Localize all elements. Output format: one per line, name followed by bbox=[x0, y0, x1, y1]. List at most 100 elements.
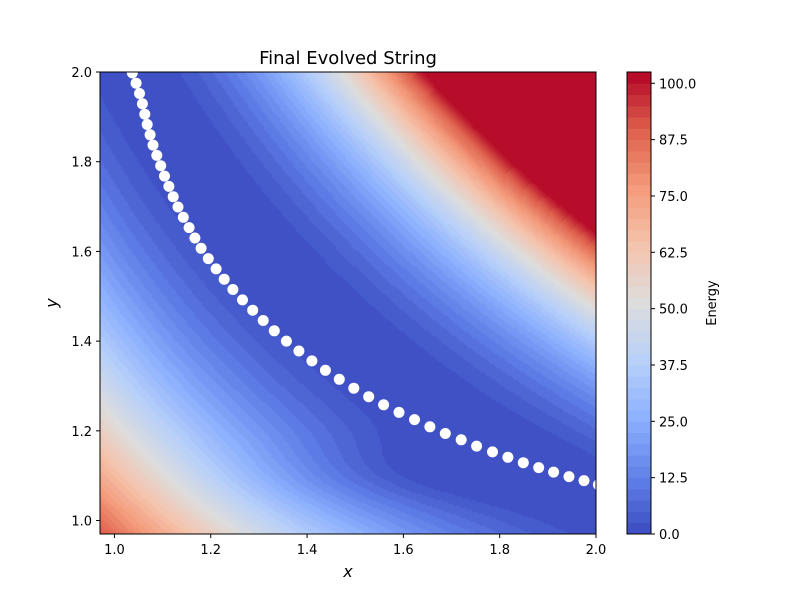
colorbar-band bbox=[627, 286, 651, 298]
colorbar-band bbox=[627, 72, 651, 84]
colorbar-band bbox=[627, 252, 651, 265]
colorbar-band bbox=[627, 105, 651, 118]
string-point bbox=[144, 129, 156, 141]
string-point bbox=[163, 180, 175, 192]
colorbar-band bbox=[627, 410, 651, 422]
string-point bbox=[439, 428, 451, 439]
colorbar-band bbox=[627, 94, 651, 107]
string-point bbox=[607, 483, 618, 494]
colorbar-band bbox=[627, 229, 651, 242]
y-tick-label: 1.2 bbox=[71, 425, 92, 440]
string-point bbox=[126, 72, 138, 79]
colorbar-tick-label: 100.0 bbox=[659, 77, 696, 92]
y-axis: 1.0 1.2 1.4 1.6 1.8 2.0 bbox=[71, 66, 100, 530]
colorbar-tick-label: 37.5 bbox=[659, 359, 688, 374]
colorbar-band bbox=[627, 443, 651, 456]
colorbar-band bbox=[627, 83, 651, 96]
string-point bbox=[592, 479, 596, 490]
string-point bbox=[280, 335, 292, 347]
colorbar-tick-label: 75.0 bbox=[659, 190, 688, 205]
string-point bbox=[237, 294, 248, 306]
x-axis-title: x bbox=[342, 562, 353, 581]
colorbar-band bbox=[627, 139, 651, 152]
colorbar-tick-label: 62.5 bbox=[659, 246, 688, 261]
colorbar-band bbox=[627, 353, 651, 366]
colorbar-band bbox=[627, 173, 651, 186]
string-point bbox=[189, 232, 201, 244]
string-point bbox=[293, 345, 305, 357]
colorbar-band bbox=[627, 376, 651, 389]
colorbar-band bbox=[627, 319, 651, 332]
y-tick-label: 1.8 bbox=[71, 156, 92, 171]
colorbar-band bbox=[627, 387, 651, 400]
colorbar-band bbox=[627, 128, 651, 141]
x-tick-label: 2.0 bbox=[586, 543, 607, 558]
colorbar-band bbox=[627, 398, 651, 411]
colorbar-band bbox=[627, 117, 651, 129]
x-tick-label: 1.6 bbox=[393, 543, 414, 558]
colorbar-band bbox=[627, 184, 651, 197]
colorbar-band bbox=[627, 195, 651, 208]
string-point bbox=[139, 108, 151, 120]
string-point bbox=[378, 399, 390, 411]
colorbar-tick-label: 87.5 bbox=[659, 134, 688, 149]
string-point bbox=[177, 211, 189, 223]
colorbar-bands bbox=[627, 72, 651, 535]
colorbar-band bbox=[627, 241, 651, 253]
colorbar-band bbox=[627, 218, 651, 231]
colorbar-tick-label: 25.0 bbox=[659, 415, 688, 430]
y-tick-label: 1.4 bbox=[71, 335, 92, 350]
colorbar-band bbox=[627, 297, 651, 310]
x-tick-label: 1.2 bbox=[200, 543, 221, 558]
contour-plot-area bbox=[99, 71, 618, 535]
colorbar-tick-label: 12.5 bbox=[659, 472, 688, 487]
string-point bbox=[210, 263, 222, 275]
x-tick-label: 1.8 bbox=[489, 543, 510, 558]
colorbar-band bbox=[627, 263, 651, 276]
colorbar-band bbox=[627, 207, 651, 219]
string-point bbox=[548, 466, 560, 478]
string-point bbox=[167, 191, 179, 203]
string-point bbox=[393, 406, 405, 418]
string-point bbox=[227, 284, 239, 295]
colorbar-band bbox=[627, 308, 651, 321]
string-point bbox=[130, 77, 142, 89]
string-point bbox=[257, 315, 269, 326]
string-point bbox=[268, 325, 280, 337]
string-point bbox=[563, 471, 575, 483]
colorbar: 0.0 12.5 25.0 37.5 50.0 62.5 75.0 87.5 100.0 Ene… bbox=[626, 71, 720, 543]
colorbar-band bbox=[627, 421, 651, 434]
colorbar-frame bbox=[626, 71, 652, 535]
string-point bbox=[195, 242, 207, 254]
string-point bbox=[487, 446, 498, 458]
string-point bbox=[134, 88, 145, 99]
colorbar-band bbox=[627, 432, 651, 445]
string-point bbox=[333, 373, 345, 385]
string-point bbox=[517, 457, 529, 469]
colorbar-band bbox=[627, 466, 651, 479]
colorbar-band bbox=[627, 364, 651, 377]
string-point bbox=[578, 475, 590, 487]
string-point bbox=[159, 170, 170, 182]
x-axis: 1.0 1.2 1.4 1.6 1.8 2.0 bbox=[104, 534, 606, 558]
string-point bbox=[363, 391, 375, 403]
colorbar-band bbox=[627, 522, 651, 535]
colorbar-band bbox=[627, 500, 651, 512]
y-tick-label: 2.0 bbox=[71, 66, 92, 81]
string-point bbox=[247, 304, 259, 316]
colorbar-tick-label: 0.0 bbox=[659, 528, 680, 543]
x-tick-label: 1.4 bbox=[297, 543, 318, 558]
string-point bbox=[147, 139, 159, 151]
string-point bbox=[151, 149, 163, 161]
string-point bbox=[424, 421, 436, 433]
y-tick-label: 1.6 bbox=[71, 245, 92, 260]
string-point bbox=[471, 440, 483, 452]
colorbar-band bbox=[627, 162, 651, 174]
string-point bbox=[306, 355, 318, 367]
string-point bbox=[136, 98, 148, 110]
colorbar-ticks: 0.0 12.5 25.0 37.5 50.0 62.5 75.0 87.5 100.0 bbox=[651, 77, 696, 543]
colorbar-title: Energy bbox=[705, 280, 720, 326]
colorbar-band bbox=[627, 274, 651, 287]
colorbar-band bbox=[627, 342, 651, 355]
